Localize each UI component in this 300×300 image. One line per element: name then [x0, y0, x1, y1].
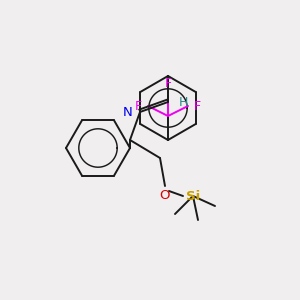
Text: F: F: [164, 77, 172, 90]
Text: F: F: [194, 100, 201, 112]
Text: F: F: [135, 100, 142, 112]
Text: N: N: [123, 106, 133, 118]
Text: O: O: [160, 189, 170, 202]
Text: H: H: [179, 97, 188, 110]
Text: Si: Si: [186, 190, 200, 202]
